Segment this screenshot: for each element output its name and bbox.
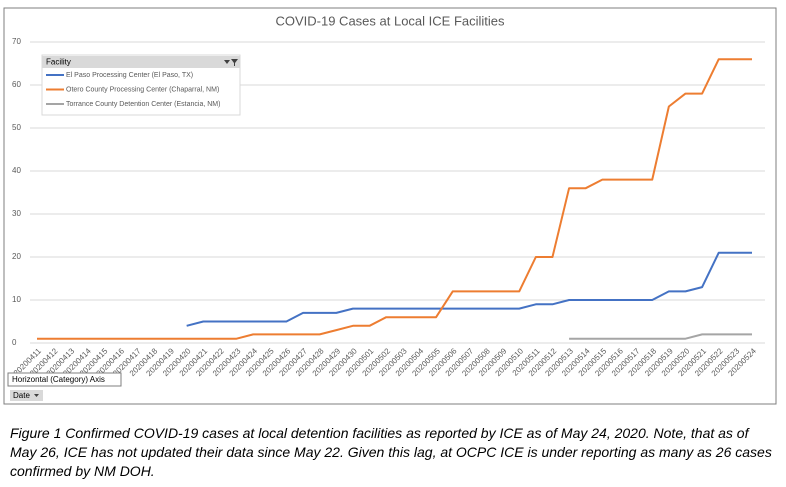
date-field: Date [13, 391, 30, 400]
filter-icon [224, 59, 238, 66]
legend: Facility El Paso Processing Center (El P… [41, 54, 241, 116]
legend-label: Torrance County Detention Center (Estanc… [66, 101, 220, 108]
date-button[interactable] [10, 390, 43, 401]
legend-label: El Paso Processing Center (El Paso, TX) [66, 72, 193, 79]
dropdown-icon [34, 394, 39, 397]
y-tick-label: 0 [12, 338, 17, 347]
chart-title: COVID-19 Cases at Local ICE Facilities [275, 13, 505, 28]
y-tick-label: 20 [12, 252, 21, 261]
legend-label: Otero County Processing Center (Chaparra… [66, 86, 219, 93]
y-tick-label: 30 [12, 209, 21, 218]
axis-tooltip-box [7, 372, 122, 387]
y-tick-label: 70 [12, 37, 21, 46]
chart: COVID-19 Cases at Local ICE Facilities 0… [3, 7, 777, 405]
y-tick-label: 60 [12, 80, 21, 89]
lines [37, 58, 752, 340]
axis-tooltip: Horizontal (Category) Axis [12, 375, 105, 384]
legend-title: Facility [46, 58, 71, 67]
filter-button[interactable] [42, 56, 240, 68]
series-line [569, 333, 752, 340]
series-line [37, 58, 752, 340]
y-tick-label: 10 [12, 295, 21, 304]
figure-caption: Figure 1 Confirmed COVID-19 cases at loc… [10, 425, 772, 479]
series-line [186, 251, 752, 327]
y-tick-label: 50 [12, 123, 21, 132]
y-tick-label: 40 [12, 166, 21, 175]
